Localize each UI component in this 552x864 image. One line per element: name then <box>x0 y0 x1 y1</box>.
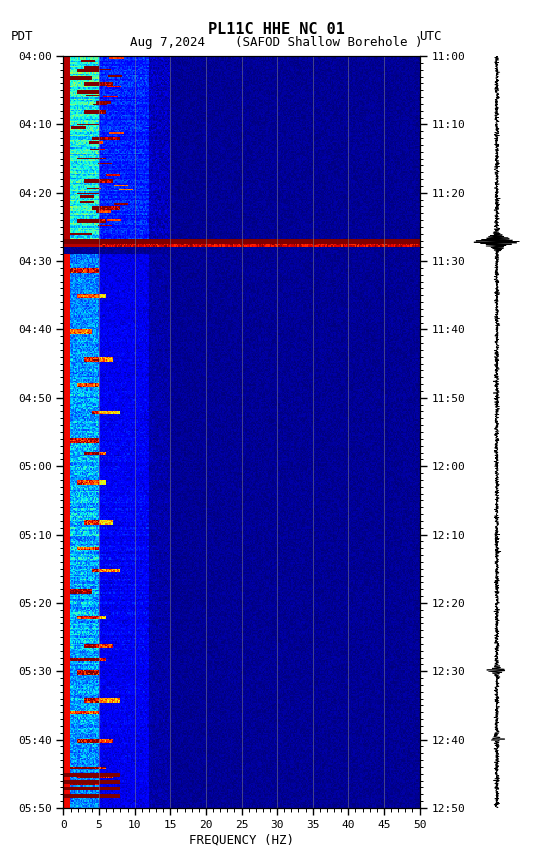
Text: Aug 7,2024    (SAFOD Shallow Borehole ): Aug 7,2024 (SAFOD Shallow Borehole ) <box>130 36 422 49</box>
Text: UTC: UTC <box>420 30 442 43</box>
Text: PDT: PDT <box>11 30 34 43</box>
X-axis label: FREQUENCY (HZ): FREQUENCY (HZ) <box>189 834 294 847</box>
Text: PL11C HHE NC 01: PL11C HHE NC 01 <box>208 22 344 36</box>
